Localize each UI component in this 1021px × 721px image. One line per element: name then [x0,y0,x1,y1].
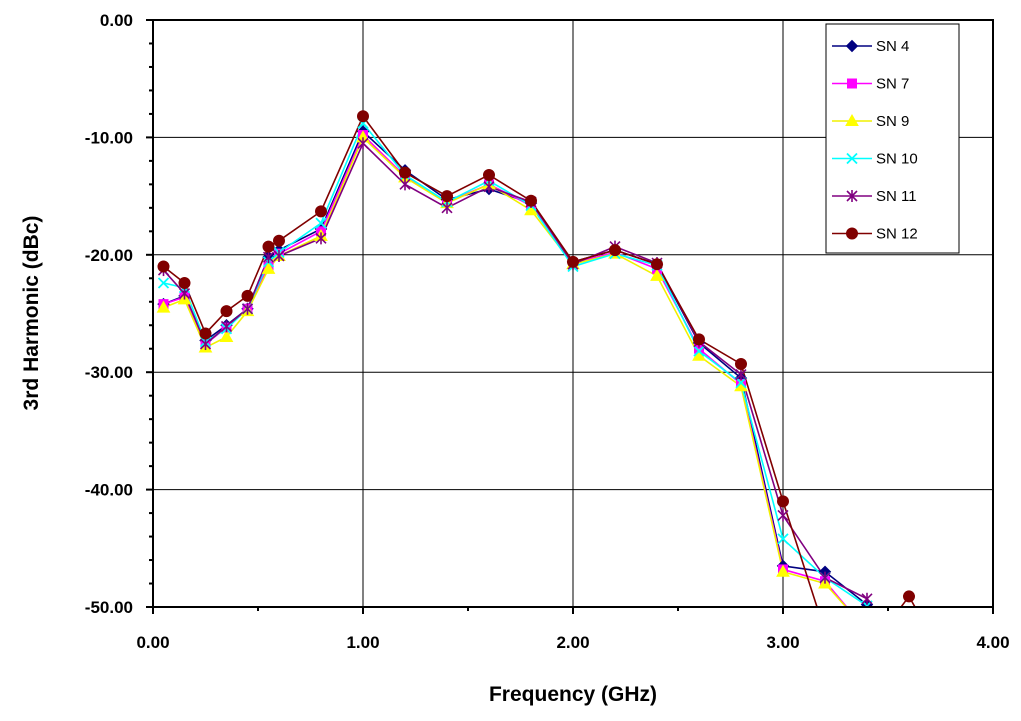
legend-label: SN 4 [876,38,909,55]
legend-marker [846,227,858,240]
legend-entry-sn-7: SN 7 [832,76,909,93]
data-point-sn-10 [777,533,789,545]
data-point-sn-11 [241,302,254,315]
x-tick-label: 2.00 [556,633,589,652]
legend-entry-sn-10: SN 10 [832,151,918,168]
series-line-sn-10 [163,121,869,607]
data-point-sn-10 [735,377,747,389]
data-point-sn-11 [735,368,747,381]
data-point-sn-12 [199,327,212,340]
legend-marker [845,113,859,126]
data-point-sn-12 [157,260,170,273]
data-point-sn-12 [483,168,495,181]
data-point-sn-12 [357,110,369,123]
data-point-sn-12 [567,255,579,268]
data-point-sn-9 [219,329,234,342]
legend-entry-sn-9: SN 9 [832,113,909,130]
data-point-sn-12 [903,590,915,603]
data-point-sn-9 [261,261,276,274]
legend-marker [847,78,857,89]
data-point-sn-12 [609,244,621,257]
y-tick-label: -40.00 [85,481,133,500]
data-point-sn-11 [441,201,453,214]
y-tick-label: -30.00 [85,363,133,382]
data-point-sn-12 [693,333,705,346]
data-point-sn-12 [777,495,789,508]
legend-label: SN 11 [876,188,917,205]
y-axis-title: 3rd Harmonic (dBc) [20,216,43,411]
legend-marker [845,39,859,53]
data-point-sn-11 [199,338,212,351]
axis-ticks [146,19,994,614]
series-line-sn-11 [162,141,873,607]
data-point-sn-12 [735,357,747,370]
data-point-sn-10 [157,277,170,289]
legend-entry-sn-12: SN 12 [832,226,918,243]
data-point-sn-12 [273,234,285,247]
data-point-sn-12 [220,305,233,318]
data-point-sn-11 [315,232,327,245]
data-point-sn-12 [315,205,327,218]
data-point-sn-11 [357,137,369,150]
x-tick-label: 1.00 [346,633,379,652]
data-point-sn-9 [156,300,171,313]
data-point-sn-9 [776,564,790,577]
y-tick-labels: 0.00 -10.00 -20.00 -30.00 -40.00 -50.00 [85,11,133,617]
data-point-sn-11 [262,251,275,264]
y-tick-label: -50.00 [85,598,133,617]
data-point-sn-10 [315,217,327,229]
data-point-sn-11 [483,180,495,193]
data-point-sn-11 [220,320,233,333]
legend-marker [846,190,858,202]
data-point-sn-10 [693,345,705,357]
legend-entry-sn-4: SN 4 [832,38,909,55]
legend-label: SN 7 [876,76,909,93]
data-point-sn-11 [819,571,831,584]
data-point-sn-11 [861,592,873,605]
data-point-sn-11 [273,249,285,262]
x-tick-labels: 0.00 1.00 2.00 3.00 4.00 [136,633,1009,652]
legend-entry-sn-11: SN 11 [832,188,917,205]
legend-label: SN 10 [876,151,918,168]
y-tick-label: -20.00 [85,246,133,265]
data-point-sn-12 [651,258,663,271]
x-tick-label: 0.00 [136,633,169,652]
data-point-sn-12 [525,194,537,207]
y-tick-label: 0.00 [100,11,133,30]
data-point-sn-9 [650,268,664,281]
legend-box [825,23,960,254]
data-point-sn-12 [399,166,411,179]
data-point-sn-12 [262,240,275,253]
x-tick-label: 3.00 [766,633,799,652]
y-tick-label: -10.00 [85,128,133,147]
data-point-sn-11 [777,509,789,522]
legend-label: SN 9 [876,113,909,130]
data-point-sn-11 [178,287,191,300]
data-point-sn-11 [399,178,411,191]
x-tick-label: 4.00 [976,633,1009,652]
data-point-sn-12 [241,289,254,302]
data-point-sn-12 [441,190,453,203]
legend: SN 4 SN 7 SN 9 SN 10 SN 11 SN 12 [825,23,960,254]
legend-marker [846,152,858,165]
data-point-sn-12 [178,276,191,289]
x-axis-title: Frequency (GHz) [489,683,657,706]
legend-label: SN 12 [876,226,918,243]
series-markers [156,110,915,607]
